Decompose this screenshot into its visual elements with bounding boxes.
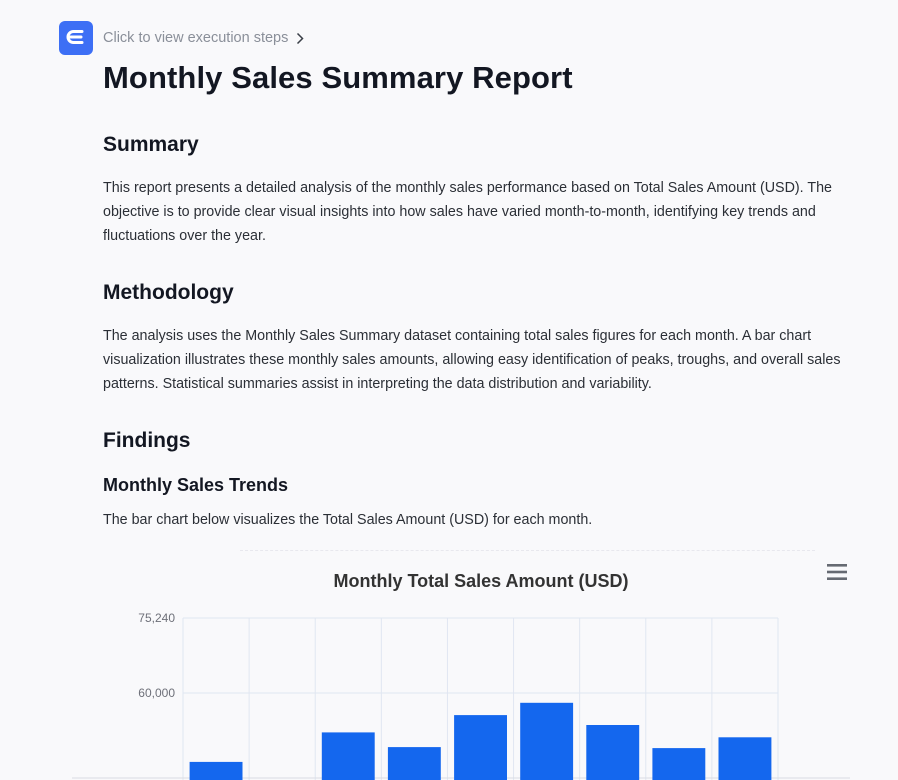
chevron-right-icon [296,32,304,45]
chart-top-divider [240,550,815,551]
chart-bar[interactable] [321,732,375,780]
y-tick-label: 75,240 [138,611,175,625]
page-title: Monthly Sales Summary Report [103,60,573,95]
y-tick-label: 60,000 [138,686,175,700]
chart-bar[interactable] [586,725,640,780]
chart-title: Monthly Total Sales Amount (USD) [334,571,629,591]
chart-bar[interactable] [520,702,574,780]
monthly-sales-trends-heading: Monthly Sales Trends [103,475,289,495]
chart-bar[interactable] [189,761,243,780]
chart-bar[interactable] [718,737,772,780]
view-execution-steps-link[interactable]: Click to view execution steps [103,28,304,48]
chart-bar[interactable] [454,715,507,780]
methodology-text: The analysis uses the Monthly Sales Summ… [103,328,841,392]
execution-link-label: Click to view execution steps [103,30,289,46]
trends-text: The bar chart below visualizes the Total… [103,512,593,528]
findings-heading: Findings [103,429,191,452]
chart-bar[interactable] [387,747,441,780]
methodology-heading: Methodology [103,281,234,304]
chart-menu-icon[interactable] [825,561,849,583]
summary-heading: Summary [103,133,199,156]
app-logo-icon [59,21,93,55]
chart-bar[interactable] [652,748,706,780]
summary-text: This report presents a detailed analysis… [103,180,832,244]
